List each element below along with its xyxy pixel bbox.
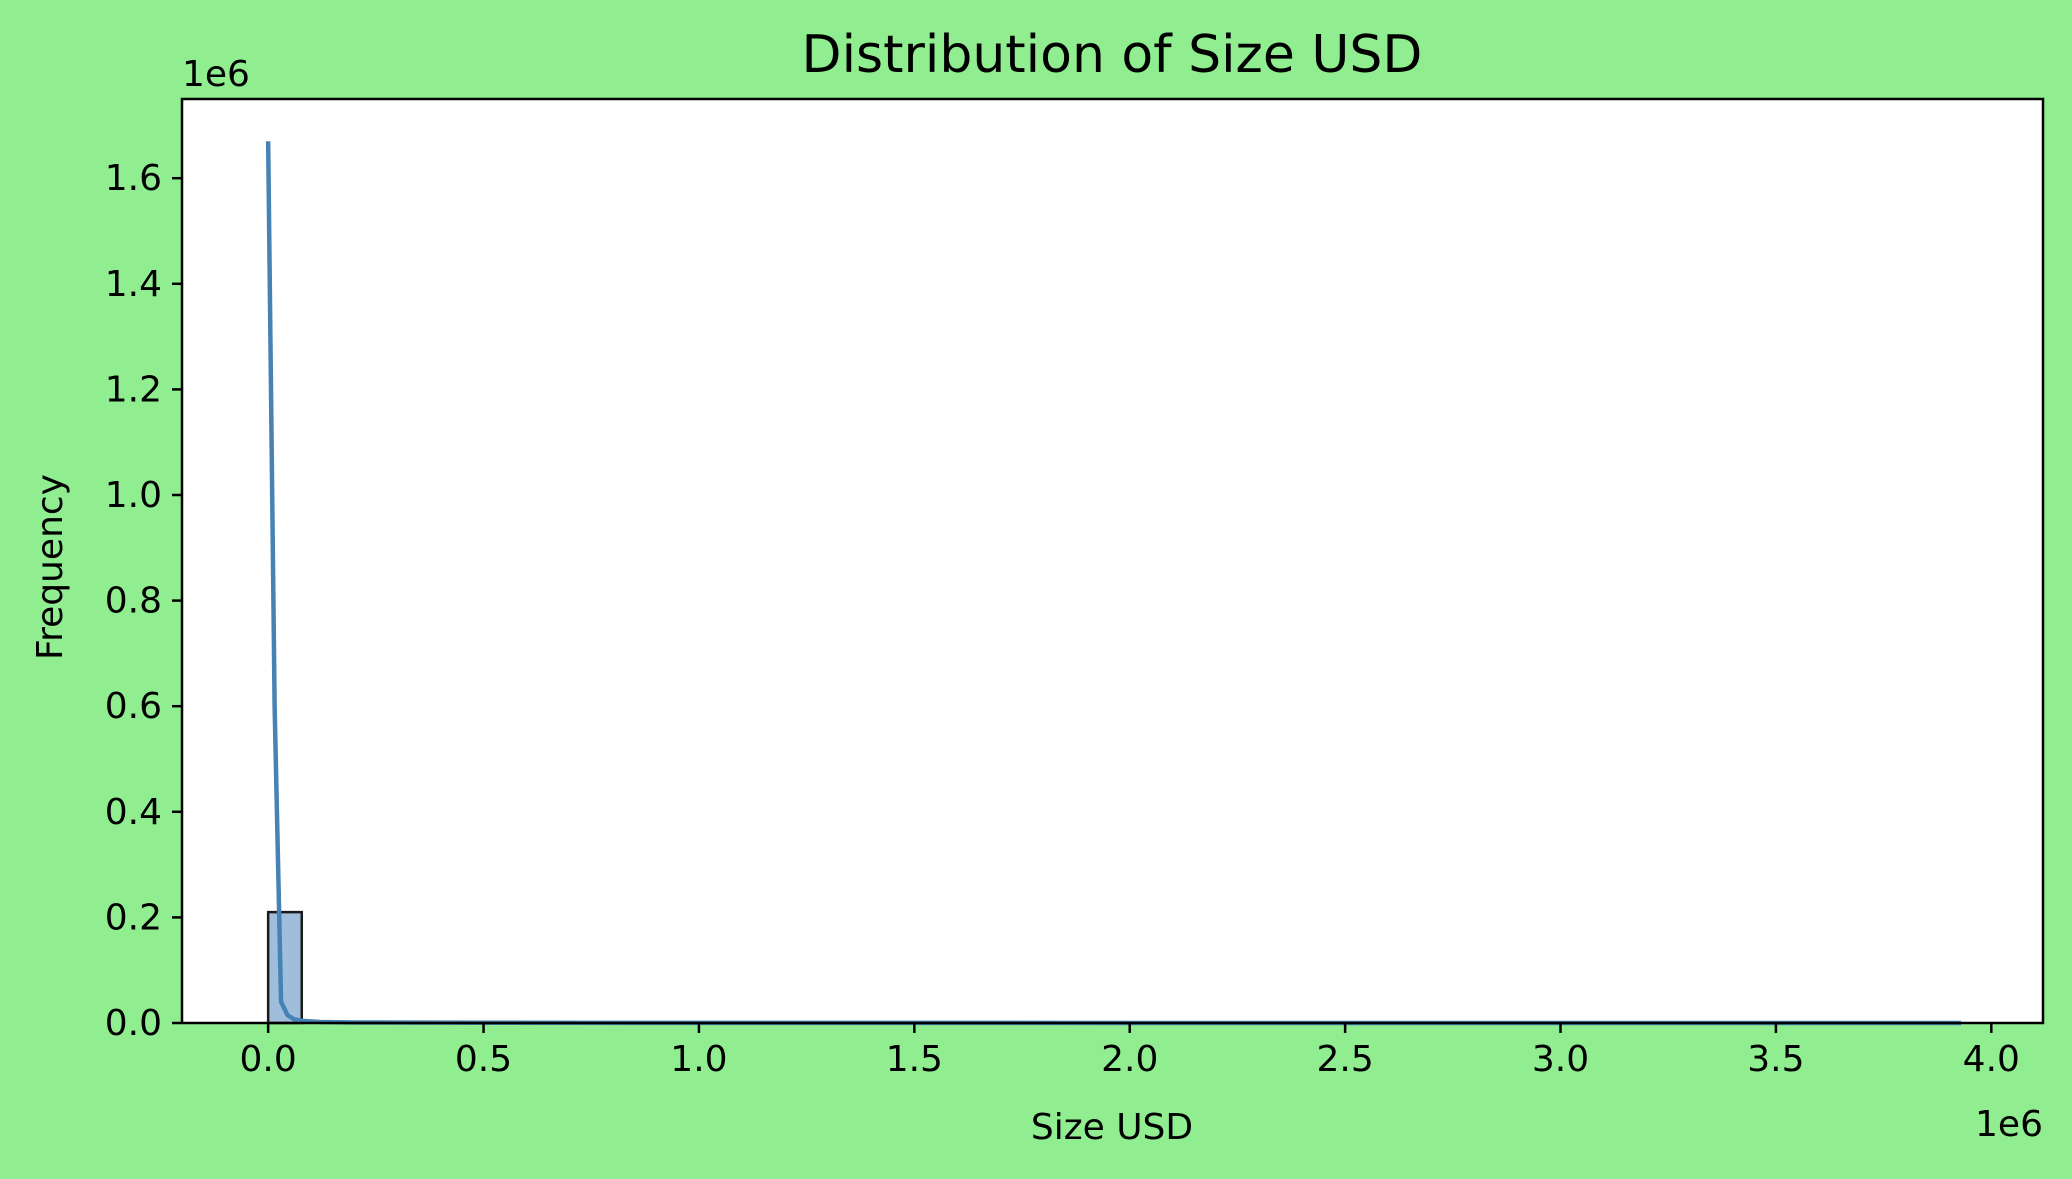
x-tick-label: 2.5 — [1316, 1039, 1373, 1080]
y-tick-label: 1.0 — [105, 475, 162, 516]
x-tick-label: 0.5 — [455, 1039, 512, 1080]
y-tick-label: 0.6 — [105, 686, 162, 727]
x-axis-title: Size USD — [1031, 1107, 1193, 1148]
y-axis-offset-label: 1e6 — [182, 54, 250, 95]
y-tick-label: 0.0 — [105, 1003, 162, 1044]
y-tick-label: 0.4 — [105, 792, 162, 833]
y-tick-label: 0.2 — [105, 897, 162, 938]
x-axis-offset-label: 1e6 — [1975, 1104, 2043, 1145]
plot-frame — [180, 97, 2045, 1025]
x-tick-label: 1.0 — [670, 1039, 727, 1080]
x-axis-ticks: 0.0 0.5 1.0 1.5 2.0 2.5 3.0 3.5 4.0 — [240, 1023, 2020, 1080]
x-tick-label: 3.5 — [1747, 1039, 1804, 1080]
y-tick-label: 1.4 — [105, 264, 162, 305]
chart-title: Distribution of Size USD — [802, 25, 1423, 85]
x-tick-label: 0.0 — [240, 1039, 297, 1080]
x-tick-label: 3.0 — [1532, 1039, 1589, 1080]
y-tick-label: 1.6 — [105, 158, 162, 199]
y-axis-ticks: 0.0 0.2 0.4 0.6 0.8 1.0 1.2 1.4 1.6 — [105, 158, 182, 1044]
histogram-bar — [266, 910, 304, 1025]
histogram-bars — [266, 910, 304, 1025]
x-tick-label: 1.5 — [886, 1039, 943, 1080]
y-tick-label: 0.8 — [105, 581, 162, 622]
plot-area — [182, 99, 2043, 1023]
x-tick-label: 2.0 — [1101, 1039, 1158, 1080]
y-tick-label: 1.2 — [105, 369, 162, 410]
y-axis-title: Frequency — [30, 474, 71, 660]
x-tick-label: 4.0 — [1963, 1039, 2020, 1080]
